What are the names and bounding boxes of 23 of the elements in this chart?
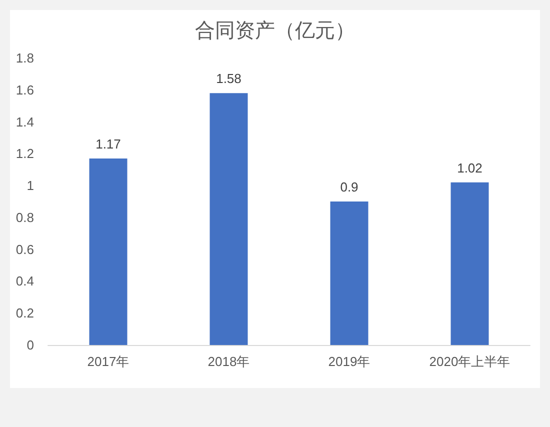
y-tick-label: 1.8 <box>16 50 34 66</box>
y-tick-label: 0.8 <box>16 210 34 225</box>
y-tick-label: 1.4 <box>16 114 34 130</box>
y-tick-label: 0 <box>26 338 34 352</box>
data-label: 1.58 <box>216 71 242 86</box>
bar <box>450 182 489 345</box>
y-tick-label: 1.6 <box>16 82 34 98</box>
chart-title: 合同资产（亿元） <box>195 20 355 42</box>
x-tick-label: 2018年 <box>208 354 250 369</box>
y-tick-label: 0.2 <box>16 306 34 321</box>
data-label: 1.02 <box>457 160 482 176</box>
bar <box>210 93 248 345</box>
x-tick-label: 2017年 <box>87 354 130 369</box>
y-tick-label: 0.6 <box>16 242 34 257</box>
data-label: 0.9 <box>340 180 358 194</box>
x-tick-label: 2020年上半年 <box>429 354 510 369</box>
x-tick-label: 2019年 <box>328 354 370 369</box>
y-tick-label: 0.4 <box>16 274 34 289</box>
y-tick-label: 1 <box>26 178 34 194</box>
bar <box>89 158 128 345</box>
bar <box>330 202 368 345</box>
data-label: 1.17 <box>96 136 121 152</box>
y-tick-label: 1.2 <box>16 146 34 162</box>
